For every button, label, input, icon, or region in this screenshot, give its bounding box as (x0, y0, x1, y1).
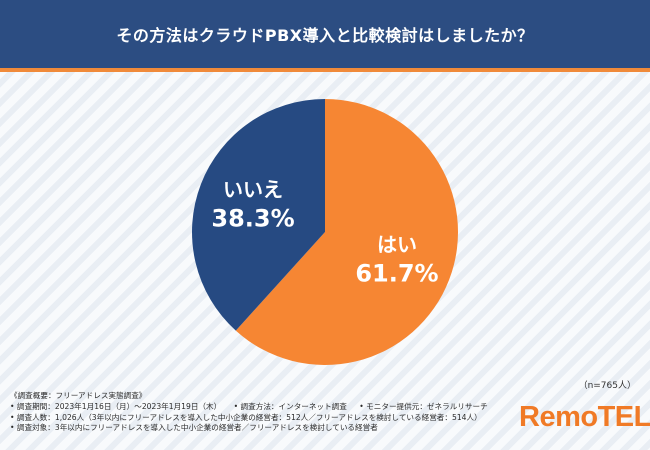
survey-row-count: • 調査人数：1,026人（3年以内にフリーアドレスを導入した中小企業の経営者：… (10, 413, 510, 424)
survey-provider: • モニター提供元：ゼネラルリサーチ (359, 401, 488, 411)
survey-target: • 調査対象：3年以内にフリーアドレスを導入した中小企業の経営者／フリーアドレス… (10, 423, 378, 433)
survey-method: • 調査方法：インターネット調査 (233, 401, 347, 411)
slice-value-label-yes: 61.7% (355, 260, 438, 288)
remotel-logo: RemoTEL® (519, 401, 650, 434)
logo-text: RemoTEL (519, 401, 650, 433)
slice-value-label-no: 38.3% (211, 204, 294, 232)
pie-slice-no (192, 99, 325, 331)
survey-period: • 調査期間：2023年1月16日（月）〜2023年1月19日（木） (10, 401, 222, 411)
title-accent-stripe (0, 68, 650, 72)
slice-category-label-no: いいえ (223, 177, 283, 201)
sample-size-label: （n=765人） (578, 381, 636, 391)
slice-category-label-yes: はい (377, 233, 417, 257)
title-bar: その方法はクラウドPBX導入と比較検討はしましたか？ (0, 0, 650, 68)
survey-count: • 調査人数：1,026人（3年以内にフリーアドレスを導入した中小企業の経営者：… (10, 412, 482, 422)
survey-overview: 《調査概要：フリーアドレス実態調査》 • 調査期間：2023年1月16日（月）〜… (10, 391, 510, 434)
survey-row-target: • 調査対象：3年以内にフリーアドレスを導入した中小企業の経営者／フリーアドレス… (10, 423, 510, 434)
survey-row-period: • 調査期間：2023年1月16日（月）〜2023年1月19日（木） • 調査方… (10, 402, 510, 413)
pie-slice-yes (235, 99, 458, 365)
survey-heading: 《調査概要：フリーアドレス実態調査》 (10, 391, 510, 402)
survey-heading-text: 《調査概要：フリーアドレス実態調査》 (10, 391, 147, 400)
chart-title: その方法はクラウドPBX導入と比較検討はしましたか？ (116, 26, 534, 45)
